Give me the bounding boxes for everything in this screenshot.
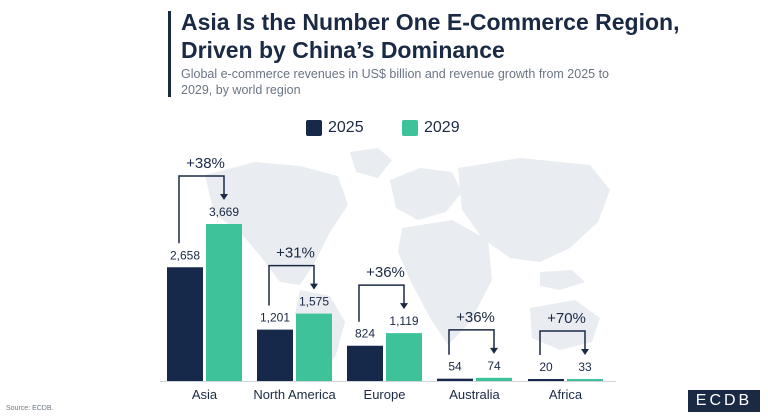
growth-arrowhead-0: [220, 194, 228, 200]
growth-arrowhead-2: [400, 303, 408, 310]
growth-label-2: +36%: [366, 264, 405, 281]
bar-2025-1: [257, 329, 293, 381]
value-label-2025-0: 2,658: [170, 248, 200, 262]
chart-title: Asia Is the Number One E-Commerce Region…: [181, 9, 680, 63]
growth-connector-3: [448, 329, 495, 355]
growth-label-3: +36%: [456, 309, 495, 326]
growth-arrowhead-1: [310, 283, 318, 290]
value-label-2025-1: 1,201: [260, 311, 290, 325]
value-label-2029-2: 1,119: [389, 314, 418, 328]
category-label-3: Australia: [449, 387, 500, 402]
growth-connector-2: [358, 284, 405, 322]
category-label-1: North America: [253, 387, 336, 402]
bars: [167, 224, 603, 381]
bar-2029-0: [206, 224, 242, 381]
legend-label-2029: 2029: [424, 119, 460, 136]
growth-arrowhead-3: [490, 347, 498, 354]
bar-2025-3: [437, 378, 473, 381]
value-label-2025-3: 54: [448, 360, 462, 374]
ecdb-logo: ECDB: [688, 390, 760, 412]
x-axis: Asia North America Europe Australia Africa: [160, 381, 616, 402]
category-label-2: Europe: [364, 387, 406, 402]
value-label-2025-4: 20: [539, 360, 553, 374]
growth-label-0: +38%: [186, 155, 225, 172]
category-label-4: Africa: [549, 387, 583, 402]
growth-arrowhead-4: [581, 349, 589, 355]
growth-connector-1: [268, 264, 315, 306]
bar-2029-4: [567, 379, 603, 381]
growth-connectors: [178, 175, 589, 355]
bar-2025-4: [528, 379, 564, 381]
value-label-2029-3: 74: [487, 359, 501, 373]
bar-2029-2: [386, 333, 422, 381]
growth-label-1: +31%: [276, 245, 315, 262]
value-label-2029-1: 1,575: [299, 295, 329, 309]
value-label-2029-0: 3,669: [209, 205, 239, 219]
source-note: Source: ECDB.: [6, 405, 54, 412]
growth-label-4: +70%: [547, 310, 586, 327]
legend-label-2025: 2025: [328, 119, 364, 136]
bar-2025-2: [347, 345, 383, 381]
chart-subtitle: Global e-commerce revenues in US$ billio…: [181, 67, 610, 97]
legend-swatch-2029: [402, 120, 418, 136]
data-labels: 2,658 3,669 +38% 1,201 1,575 +31% 824 1,119 +36%…: [170, 155, 592, 374]
category-label-0: Asia: [192, 387, 218, 402]
value-label-2025-2: 824: [355, 327, 375, 341]
bar-2029-3: [476, 377, 512, 381]
growth-connector-0: [178, 175, 225, 244]
legend-swatch-2025: [306, 120, 322, 136]
growth-connector-4: [539, 330, 586, 355]
title-accent-bar: [168, 11, 171, 97]
value-label-2029-4: 33: [578, 360, 592, 374]
bar-2029-1: [296, 313, 332, 381]
bar-2025-0: [167, 267, 203, 381]
